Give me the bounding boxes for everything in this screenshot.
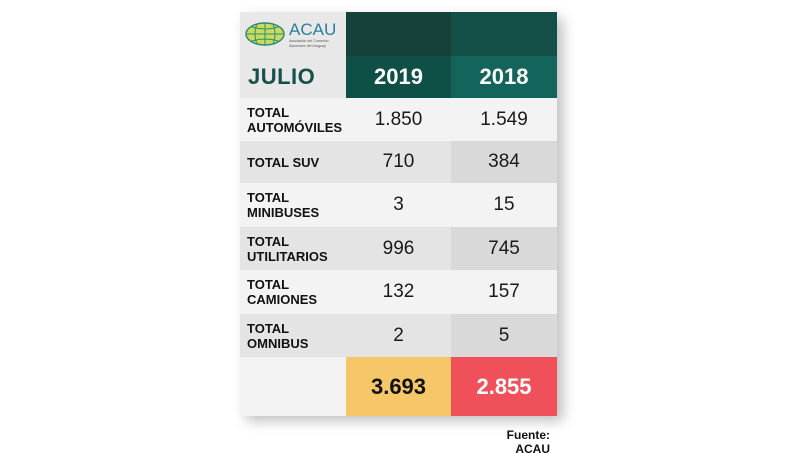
value-2018-automoviles: 1.549	[451, 98, 557, 141]
total-2018: 2.855	[451, 357, 557, 416]
value-2019-camiones: 132	[346, 270, 451, 314]
value-2019-omnibus: 2	[346, 314, 451, 357]
value-2019-automoviles: 1.850	[346, 98, 451, 141]
value-2019-utilitarios: 996	[346, 227, 451, 270]
row-label-omnibus: TOTAL OMNIBUS	[240, 314, 346, 357]
value-2019-minibuses: 3	[346, 183, 451, 227]
source-note: Fuente: ACAU	[506, 428, 550, 453]
row-label-suv: TOTAL SUV	[240, 141, 346, 183]
header-band-2018	[451, 12, 557, 56]
logo-subtitle-2: Automotor del Uruguay	[289, 44, 326, 48]
row-label-minibuses: TOTAL MINIBUSES	[240, 183, 346, 227]
value-2018-minibuses: 15	[451, 183, 557, 227]
value-2018-suv: 384	[451, 141, 557, 183]
acau-logo: ACAU Asociación del Comercio Automotor d…	[240, 12, 346, 56]
value-2018-omnibus: 5	[451, 314, 557, 357]
value-2018-utilitarios: 745	[451, 227, 557, 270]
logo-subtitle-1: Asociación del Comercio	[289, 39, 329, 43]
month-label: JULIO	[240, 56, 346, 98]
logo-name: ACAU	[289, 20, 336, 39]
value-2019-suv: 710	[346, 141, 451, 183]
row-label-camiones: TOTAL CAMIONES	[240, 270, 346, 314]
row-label-automoviles: TOTAL AUTOMÓVILES	[240, 98, 346, 141]
year-2019-header: 2019	[346, 56, 451, 98]
header-band-2019	[346, 12, 451, 56]
year-2018-header: 2018	[451, 56, 557, 98]
row-label-utilitarios: TOTAL UTILITARIOS	[240, 227, 346, 270]
sales-table: ACAU Asociación del Comercio Automotor d…	[240, 12, 557, 416]
totals-blank	[240, 357, 346, 416]
total-2019: 3.693	[346, 357, 451, 416]
globe-icon: ACAU Asociación del Comercio Automotor d…	[245, 20, 336, 48]
value-2018-camiones: 157	[451, 270, 557, 314]
